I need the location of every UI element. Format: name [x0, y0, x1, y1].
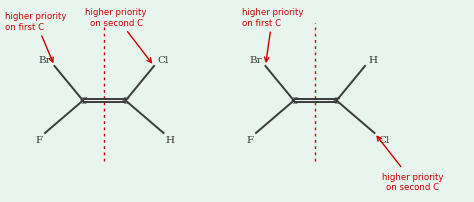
Text: Br: Br	[249, 56, 262, 65]
Text: higher priority
on first C: higher priority on first C	[242, 8, 303, 62]
Text: Cl: Cl	[378, 135, 390, 144]
Text: C: C	[290, 97, 298, 105]
Text: H: H	[369, 56, 378, 65]
Text: C: C	[333, 97, 340, 105]
Text: F: F	[246, 135, 254, 144]
Text: C: C	[122, 97, 129, 105]
Text: higher priority
on second C: higher priority on second C	[85, 8, 151, 63]
Text: higher priority
on first C: higher priority on first C	[5, 12, 66, 63]
Text: Cl: Cl	[158, 56, 169, 65]
Text: F: F	[36, 135, 43, 144]
Text: Br: Br	[38, 56, 51, 65]
Text: C: C	[79, 97, 87, 105]
Text: H: H	[166, 135, 175, 144]
Text: higher priority
on second C: higher priority on second C	[377, 137, 443, 191]
